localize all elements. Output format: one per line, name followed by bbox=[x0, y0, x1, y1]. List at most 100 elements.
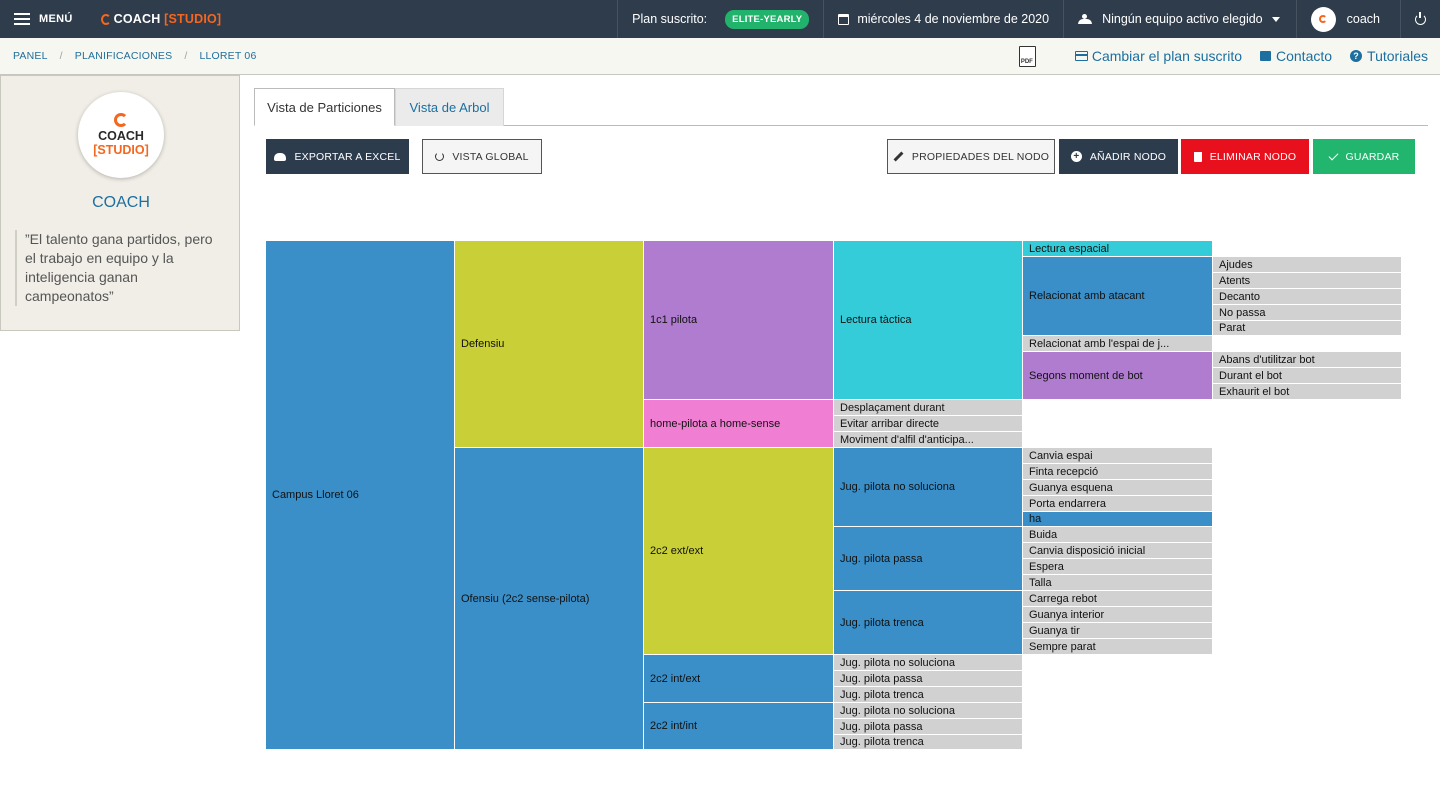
date-text: miércoles 4 de noviembre de 2020 bbox=[857, 12, 1050, 26]
breadcrumb: PANEL / PLANIFICACIONES / LLORET 06 bbox=[0, 50, 257, 62]
contact-link[interactable]: Contacto bbox=[1260, 48, 1332, 64]
partition-node[interactable]: Espera bbox=[1023, 559, 1213, 575]
partition-node[interactable]: Segons moment de bot bbox=[1023, 352, 1213, 400]
date-display[interactable]: miércoles 4 de noviembre de 2020 bbox=[823, 0, 1063, 38]
partition-node[interactable]: Evitar arribar directe bbox=[834, 416, 1023, 432]
breadcrumb-planificaciones[interactable]: PLANIFICACIONES bbox=[74, 50, 173, 62]
partition-node[interactable]: Jug. pilota trenca bbox=[834, 591, 1023, 655]
node-properties-label: PROPIEDADES DEL NODO bbox=[911, 150, 1050, 163]
view-tabs: Vista de Particiones Vista de Arbol bbox=[254, 88, 1428, 126]
power-icon bbox=[1415, 11, 1426, 25]
pencil-icon bbox=[893, 151, 904, 162]
breadcrumb-separator: / bbox=[59, 50, 63, 62]
partition-node[interactable]: Canvia espai bbox=[1023, 448, 1213, 464]
tab-arbol[interactable]: Vista de Arbol bbox=[395, 88, 504, 126]
delete-node-button[interactable]: ELIMINAR NODO bbox=[1181, 139, 1309, 174]
calendar-icon bbox=[838, 13, 850, 25]
partition-node[interactable]: 2c2 int/ext bbox=[644, 655, 834, 703]
partition-node[interactable]: 1c1 pilota bbox=[644, 241, 834, 400]
partition-node[interactable]: Buida bbox=[1023, 527, 1213, 543]
global-view-label: VISTA GLOBAL bbox=[452, 150, 529, 163]
check-icon bbox=[1328, 150, 1338, 160]
add-node-label: AÑADIR NODO bbox=[1089, 150, 1167, 163]
partition-node[interactable]: Guanya interior bbox=[1023, 607, 1213, 623]
menu-button[interactable]: MENÚ bbox=[0, 0, 73, 38]
app-logo[interactable]: COACH [STUDIO] bbox=[100, 12, 222, 26]
node-properties-button[interactable]: PROPIEDADES DEL NODO bbox=[887, 139, 1055, 174]
partition-node[interactable]: Guanya esquena bbox=[1023, 480, 1213, 496]
partition-node[interactable]: home-pilota a home-sense bbox=[644, 400, 834, 448]
logo-icon bbox=[114, 113, 128, 127]
partition-node[interactable]: Relacionat amb atacant bbox=[1023, 257, 1213, 336]
tab-particiones[interactable]: Vista de Particiones bbox=[254, 88, 395, 126]
partition-node[interactable]: Jug. pilota no soluciona bbox=[834, 655, 1023, 671]
partition-node[interactable]: Atents bbox=[1213, 273, 1402, 289]
partition-node[interactable]: Abans d'utilitzar bot bbox=[1213, 352, 1402, 368]
partition-node[interactable]: No passa bbox=[1213, 305, 1402, 321]
partition-node[interactable]: 2c2 ext/ext bbox=[644, 448, 834, 655]
tutorials-link[interactable]: ? Tutoriales bbox=[1350, 48, 1428, 64]
credit-card-icon bbox=[1074, 51, 1088, 61]
partition-node[interactable]: Sempre parat bbox=[1023, 639, 1213, 655]
user-menu[interactable]: coach bbox=[1295, 0, 1400, 38]
partition-node[interactable]: Campus Lloret 06 bbox=[266, 241, 455, 750]
partition-node[interactable]: Lectura tàctica bbox=[834, 241, 1023, 400]
help-icon: ? bbox=[1350, 50, 1363, 62]
partition-node[interactable]: Desplaçament durant bbox=[834, 400, 1023, 416]
pdf-icon[interactable] bbox=[1018, 45, 1036, 67]
add-node-button[interactable]: + AÑADIR NODO bbox=[1059, 139, 1178, 174]
breadcrumb-lloret[interactable]: LLORET 06 bbox=[199, 50, 257, 62]
save-label: GUARDAR bbox=[1345, 150, 1400, 163]
menu-label: MENÚ bbox=[39, 13, 73, 25]
team-icon bbox=[1078, 14, 1093, 24]
partition-node[interactable]: Jug. pilota passa bbox=[834, 527, 1023, 591]
export-excel-button[interactable]: EXPORTAR A EXCEL bbox=[266, 139, 409, 174]
partition-node[interactable]: Durant el bot bbox=[1213, 368, 1402, 384]
partition-node[interactable]: 2c2 int/int bbox=[644, 703, 834, 750]
partition-node[interactable]: Relacionat amb l'espai de j... bbox=[1023, 336, 1213, 352]
partition-node[interactable]: Talla bbox=[1023, 575, 1213, 591]
partition-node[interactable]: Guanya tir bbox=[1023, 623, 1213, 639]
partition-node[interactable]: Porta endarrera bbox=[1023, 496, 1213, 512]
team-select-value: Ningún equipo activo elegido bbox=[1102, 12, 1263, 26]
partition-node[interactable]: Jug. pilota passa bbox=[834, 719, 1023, 735]
trash-icon bbox=[1193, 151, 1202, 162]
plus-icon: + bbox=[1070, 151, 1082, 162]
partition-node[interactable]: Parat bbox=[1213, 321, 1402, 336]
partition-node[interactable]: ha bbox=[1023, 512, 1213, 527]
top-bar: MENÚ COACH [STUDIO] Plan suscrito: ELITE… bbox=[0, 0, 1440, 38]
partition-node[interactable]: Decanto bbox=[1213, 289, 1402, 305]
partition-node[interactable]: Jug. pilota no soluciona bbox=[834, 703, 1023, 719]
partition-node[interactable]: Defensiu bbox=[455, 241, 644, 448]
user-name: coach bbox=[1346, 12, 1380, 26]
delete-node-label: ELIMINAR NODO bbox=[1209, 150, 1297, 163]
partition-node[interactable]: Jug. pilota passa bbox=[834, 671, 1023, 687]
partition-node[interactable]: Ofensiu (2c2 sense-pilota) bbox=[455, 448, 644, 750]
cloud-download-icon bbox=[274, 152, 287, 161]
logo-line2: [STUDIO] bbox=[93, 143, 149, 157]
breadcrumb-separator: / bbox=[184, 50, 188, 62]
change-plan-link[interactable]: Cambiar el plan suscrito bbox=[1074, 48, 1242, 64]
breadcrumb-bar: PANEL / PLANIFICACIONES / LLORET 06 Camb… bbox=[0, 38, 1440, 75]
partition-node[interactable]: Moviment d'alfil d'anticipa... bbox=[834, 432, 1023, 448]
partition-node[interactable]: Ajudes bbox=[1213, 257, 1402, 273]
partition-node[interactable]: Exhaurit el bot bbox=[1213, 384, 1402, 400]
plan-indicator: Plan suscrito: ELITE-YEARLY bbox=[617, 0, 823, 38]
partition-node[interactable]: Jug. pilota trenca bbox=[834, 735, 1023, 750]
global-view-button[interactable]: VISTA GLOBAL bbox=[422, 139, 542, 174]
logout-button[interactable] bbox=[1400, 0, 1440, 38]
logo-line1: COACH bbox=[98, 129, 144, 143]
refresh-icon bbox=[435, 152, 445, 161]
partition-node[interactable]: Jug. pilota trenca bbox=[834, 687, 1023, 703]
partition-node[interactable]: Finta recepció bbox=[1023, 464, 1213, 480]
partition-node[interactable]: Canvia disposició inicial bbox=[1023, 543, 1213, 559]
save-button[interactable]: GUARDAR bbox=[1313, 139, 1415, 174]
plan-badge: ELITE-YEARLY bbox=[725, 9, 810, 29]
logo-icon bbox=[100, 13, 111, 25]
partition-node[interactable]: Lectura espacial bbox=[1023, 241, 1213, 257]
breadcrumb-panel[interactable]: PANEL bbox=[13, 50, 48, 62]
partition-node[interactable]: Carrega rebot bbox=[1023, 591, 1213, 607]
partition-node[interactable]: Jug. pilota no soluciona bbox=[834, 448, 1023, 527]
team-select[interactable]: Ningún equipo activo elegido bbox=[1063, 0, 1296, 38]
